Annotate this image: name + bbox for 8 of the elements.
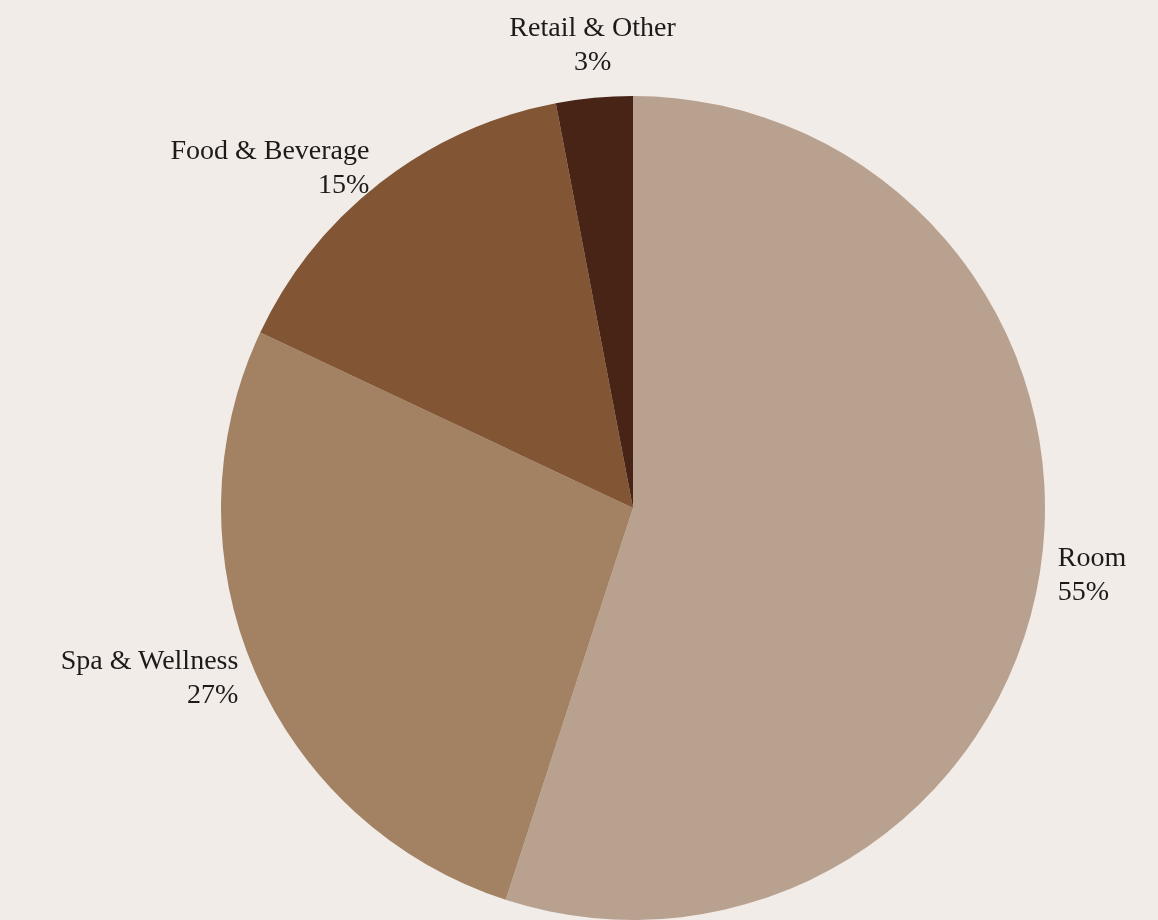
slice-label: Room <box>1057 540 1127 572</box>
data-label: 55% <box>1057 574 1110 606</box>
slice-label: Retail & Other <box>509 11 677 43</box>
data-label: 15% <box>318 167 370 199</box>
data-label: 27% <box>187 678 239 710</box>
data-label: 3% <box>573 45 612 77</box>
slice-label: Food & Beverage <box>170 133 370 165</box>
slice-label: Spa & Wellness <box>60 644 239 676</box>
